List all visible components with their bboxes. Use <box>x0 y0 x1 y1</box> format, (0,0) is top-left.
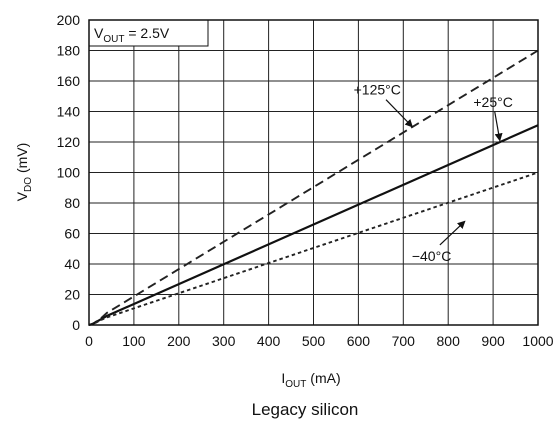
x-tick-label: 300 <box>212 333 236 349</box>
x-tick-label: 200 <box>167 333 191 349</box>
x-tick-label: 600 <box>347 333 371 349</box>
x-axis-label: IOUT (mA) <box>281 370 340 390</box>
x-tick-label: 700 <box>392 333 416 349</box>
y-tick-label: 100 <box>57 165 81 181</box>
series-label-arrow-1 <box>494 111 503 142</box>
y-tick-label: 160 <box>57 73 81 89</box>
annotation-box: VOUT = 2.5V <box>88 19 209 47</box>
series-lines <box>88 49 539 327</box>
chart-caption: Legacy silicon <box>252 400 359 419</box>
x-tick-label: 800 <box>437 333 461 349</box>
x-tick-label: 400 <box>257 333 281 349</box>
y-tick-label: 180 <box>57 43 81 59</box>
x-tick-label: 500 <box>302 333 326 349</box>
series-label-1: +25°C <box>473 94 512 110</box>
y-tick-label: 40 <box>64 256 80 272</box>
series-labels: +125°C +25°C −40°C <box>354 82 513 264</box>
y-axis-label: VDO (mV) <box>14 143 34 202</box>
y-tick-label: 20 <box>64 287 80 303</box>
y-tick-label: 60 <box>64 226 80 242</box>
plot-frame <box>88 19 539 326</box>
y-tick-label: 80 <box>64 195 80 211</box>
x-tick-labels: 0 100 200 300 400 500 600 700 800 900 1000 <box>85 333 554 349</box>
y-tick-label: 200 <box>57 12 81 28</box>
x-tick-label: 1000 <box>522 333 553 349</box>
x-tick-label: 0 <box>85 333 93 349</box>
series-line-2 <box>88 171 539 326</box>
y-tick-label: 0 <box>72 317 80 333</box>
y-tick-labels: 0 20 40 60 80 100 120 140 160 180 200 <box>57 12 81 333</box>
series-label-arrow-2 <box>439 220 466 246</box>
y-tick-label: 120 <box>57 134 81 150</box>
y-tick-label: 140 <box>57 104 81 120</box>
x-tick-label: 900 <box>481 333 505 349</box>
series-label-arrow-0 <box>385 99 413 128</box>
annotation-text: VOUT = 2.5V <box>94 25 170 45</box>
series-label-2: −40°C <box>412 248 451 264</box>
series-label-0: +125°C <box>354 82 401 98</box>
x-tick-label: 100 <box>122 333 146 349</box>
grid <box>89 20 538 325</box>
